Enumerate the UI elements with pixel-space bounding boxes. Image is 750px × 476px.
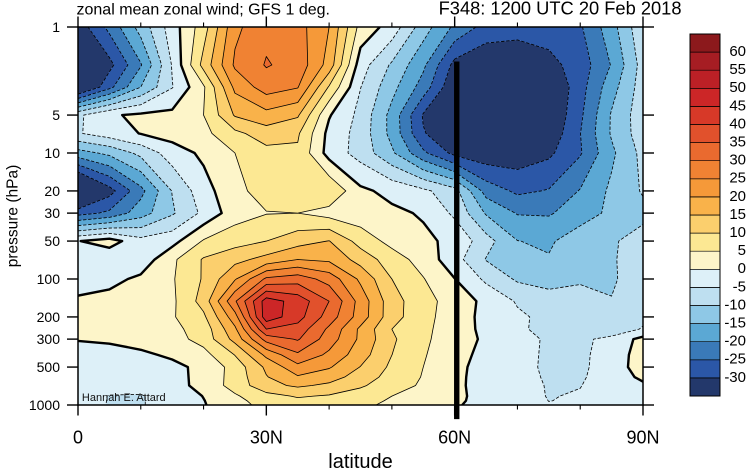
svg-text:200: 200 bbox=[37, 309, 61, 325]
svg-text:45: 45 bbox=[729, 97, 746, 114]
svg-text:-25: -25 bbox=[724, 351, 746, 368]
svg-text:-5: -5 bbox=[733, 278, 746, 295]
svg-text:0: 0 bbox=[738, 260, 746, 277]
svg-text:30N: 30N bbox=[250, 428, 283, 448]
svg-text:90N: 90N bbox=[626, 428, 659, 448]
svg-text:-30: -30 bbox=[724, 369, 746, 386]
svg-text:100: 100 bbox=[37, 271, 61, 287]
svg-text:20: 20 bbox=[44, 183, 60, 199]
svg-text:500: 500 bbox=[37, 359, 61, 375]
svg-text:10: 10 bbox=[729, 224, 746, 241]
svg-text:25: 25 bbox=[729, 170, 746, 187]
svg-text:300: 300 bbox=[37, 331, 61, 347]
svg-text:50: 50 bbox=[729, 79, 746, 96]
svg-text:5: 5 bbox=[52, 107, 60, 123]
svg-text:0: 0 bbox=[73, 428, 83, 448]
svg-text:Hannah E. Attard: Hannah E. Attard bbox=[82, 392, 166, 404]
svg-text:15: 15 bbox=[729, 206, 746, 223]
svg-text:1: 1 bbox=[52, 19, 60, 35]
svg-text:-10: -10 bbox=[724, 296, 746, 313]
svg-text:-15: -15 bbox=[724, 314, 746, 331]
svg-text:5: 5 bbox=[738, 242, 746, 259]
svg-text:40: 40 bbox=[729, 115, 746, 132]
svg-text:30: 30 bbox=[729, 152, 746, 169]
svg-text:latitude: latitude bbox=[328, 451, 393, 471]
svg-text:60: 60 bbox=[729, 43, 746, 60]
svg-text:pressure (hPa): pressure (hPa) bbox=[5, 165, 22, 268]
svg-text:1000: 1000 bbox=[29, 397, 60, 413]
svg-text:35: 35 bbox=[729, 133, 746, 150]
svg-text:55: 55 bbox=[729, 61, 746, 78]
svg-text:60N: 60N bbox=[438, 428, 471, 448]
svg-text:zonal mean zonal wind; GFS 1 d: zonal mean zonal wind; GFS 1 deg. bbox=[77, 2, 330, 19]
svg-text:-20: -20 bbox=[724, 333, 746, 350]
svg-text:20: 20 bbox=[729, 188, 746, 205]
svg-text:F348: 1200 UTC 20 Feb 2018: F348: 1200 UTC 20 Feb 2018 bbox=[439, 0, 682, 19]
svg-text:50: 50 bbox=[44, 233, 60, 249]
svg-text:10: 10 bbox=[44, 145, 60, 161]
svg-text:30: 30 bbox=[44, 205, 60, 221]
